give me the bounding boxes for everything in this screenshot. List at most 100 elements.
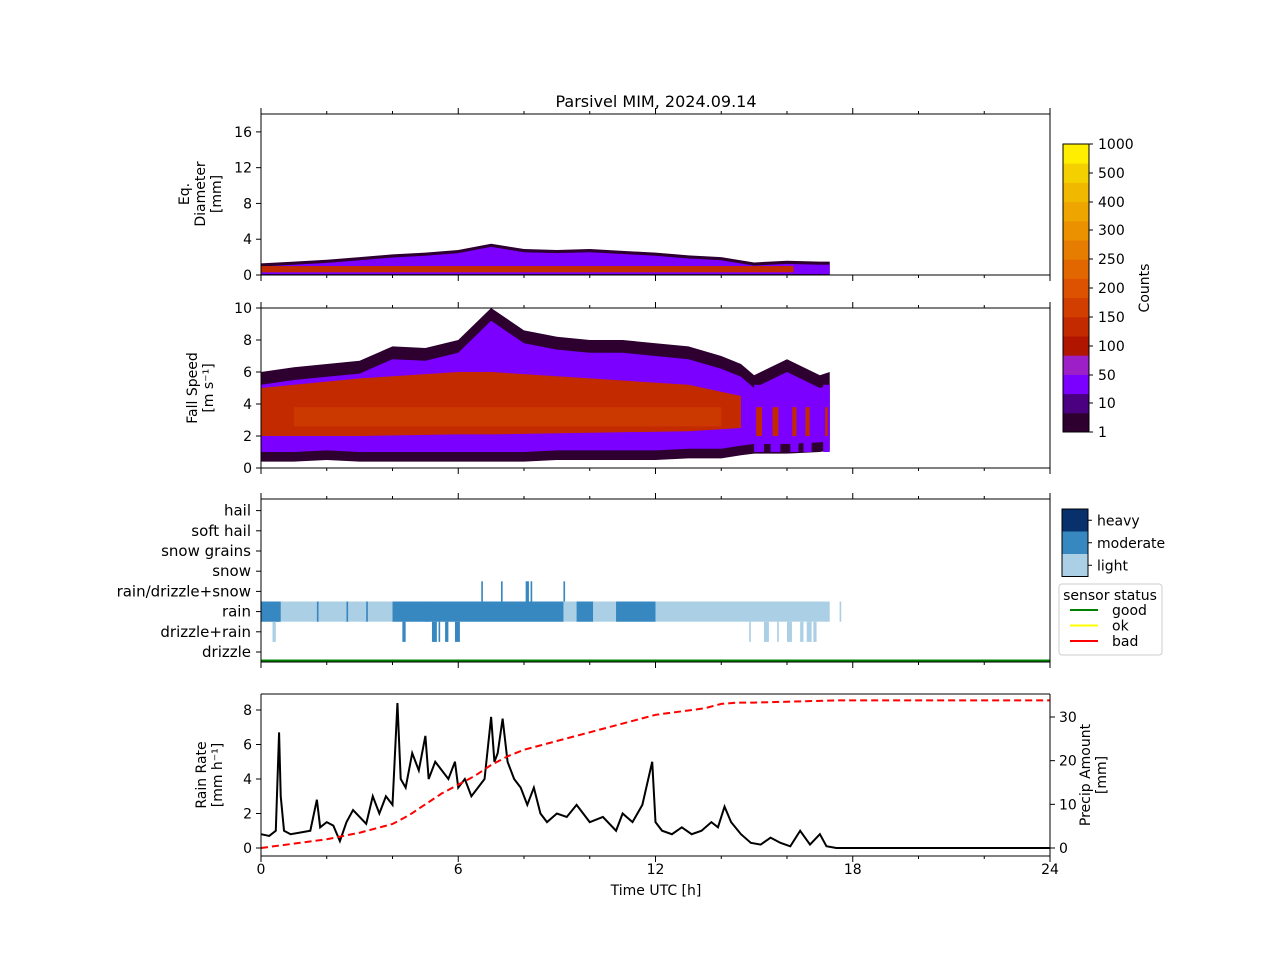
sensor-legend-title: sensor status xyxy=(1063,588,1157,604)
diameter-core xyxy=(261,266,794,273)
rain-rate-axis-label: [mm h⁻¹] xyxy=(210,743,226,808)
sensor-legend-label: bad xyxy=(1112,634,1138,650)
colorbar-segment xyxy=(1063,316,1089,337)
precip-amount-axis-label: Precip Amount xyxy=(1078,723,1094,826)
fall-speed-panel: 0 2 4 6 8 10 Fall Speed [m s⁻¹] xyxy=(185,301,1051,477)
x-axis-label: Time UTC [h] xyxy=(610,883,702,899)
precip-amount-line xyxy=(260,699,1050,849)
x-tick-label: 6 xyxy=(454,862,463,878)
y-tick-label: 16 xyxy=(234,125,252,141)
chart-title: Parsivel MIM, 2024.09.14 xyxy=(555,92,756,111)
colorbar-tick-label: 500 xyxy=(1098,166,1125,182)
speed-tail-core xyxy=(825,407,828,436)
colorbar-segment xyxy=(1063,240,1089,260)
y-tick-label: 4 xyxy=(243,397,252,413)
y-tick-label: 6 xyxy=(243,738,252,754)
colorbar-segment xyxy=(1063,201,1089,222)
intensity-swatch xyxy=(1062,554,1088,577)
rain-moderate-band xyxy=(576,601,594,622)
y-tick-label-right: 20 xyxy=(1059,754,1077,770)
y-tick-label: 12 xyxy=(234,161,252,177)
x-tick-label: 24 xyxy=(1041,862,1059,878)
x-tick-label: 0 xyxy=(257,862,266,878)
speed-tail-core xyxy=(756,407,762,436)
y-tick-label-right: 0 xyxy=(1059,841,1068,857)
y-tick-label: 0 xyxy=(243,841,252,857)
mixed-moderate-band xyxy=(500,581,503,602)
rain-rate-line xyxy=(260,703,1050,849)
category-label: rain xyxy=(222,603,251,621)
colorbar-segment xyxy=(1063,259,1089,279)
sensor-legend-label: good xyxy=(1112,603,1147,619)
y-tick-label-right: 30 xyxy=(1059,710,1077,726)
y-tick-label: 10 xyxy=(234,301,252,317)
diameter-axis-label: [mm] xyxy=(209,175,225,213)
y-tick-label: 8 xyxy=(243,703,252,719)
colorbar-segment xyxy=(1063,182,1089,203)
colorbar-tick-label: 250 xyxy=(1098,252,1125,268)
drizzle-rain-moderate-band xyxy=(445,621,449,642)
precip-amount-axis-label: [mm] xyxy=(1094,756,1110,794)
y-tick-label: 8 xyxy=(243,333,252,349)
colorbar-tick-label: 1 xyxy=(1098,425,1107,441)
rain-moderate-band xyxy=(316,601,319,622)
y-tick-label: 0 xyxy=(243,461,252,477)
colorbar-tick-label: 300 xyxy=(1098,223,1125,239)
intensity-frame xyxy=(1061,508,1089,577)
category-label: snow xyxy=(212,562,251,580)
speed-tail-core xyxy=(792,407,797,436)
drizzle-rain-moderate-band xyxy=(402,621,406,642)
intensity-label: moderate xyxy=(1097,536,1165,552)
precip-type-panel: drizzle drizzle+rain rain rain/drizzle+snow… xyxy=(117,493,1051,668)
intensity-legend: heavy moderate light xyxy=(1061,508,1165,577)
intensity-swatch xyxy=(1062,509,1088,532)
speed-core-hot xyxy=(293,407,722,427)
y-tick-label: 8 xyxy=(243,196,252,212)
rain-moderate-band xyxy=(275,601,280,622)
drizzle-rain-light-band xyxy=(749,621,751,642)
mixed-moderate-band xyxy=(481,581,483,602)
diameter-axis-label: Eq. xyxy=(177,183,193,205)
intensity-label: light xyxy=(1097,558,1129,574)
category-label: rain/drizzle+snow xyxy=(117,582,251,600)
rain-moderate-band xyxy=(392,601,564,622)
rain-moderate-band xyxy=(366,601,368,622)
colorbar-segment xyxy=(1063,374,1089,395)
colorbar-tick-label: 200 xyxy=(1098,281,1125,297)
y-tick-label: 6 xyxy=(243,365,252,381)
mixed-moderate-band xyxy=(530,581,533,602)
colorbar-segment xyxy=(1063,297,1089,318)
drizzle-rain-light-band xyxy=(763,621,769,642)
category-label: soft hail xyxy=(191,522,251,540)
x-tick-label: 18 xyxy=(844,862,862,878)
diameter-panel: 0 4 8 12 16 Eq. Diameter [mm] xyxy=(177,108,1051,284)
y-tick-label: 2 xyxy=(243,429,252,445)
speed-tail-core xyxy=(772,407,779,436)
drizzle-rain-moderate-band xyxy=(454,621,460,642)
colorbar-tick-label: 1000 xyxy=(1098,137,1134,153)
colorbar-segment xyxy=(1063,163,1089,183)
colorbar-tick-label: 10 xyxy=(1098,396,1116,412)
rain-rate-axis-label: Rain Rate xyxy=(194,741,210,808)
rain-moderate-band xyxy=(346,601,349,622)
category-label: hail xyxy=(224,502,251,520)
fall-speed-axis-label: [m s⁻¹] xyxy=(201,363,217,412)
y-tick-label: 0 xyxy=(243,268,252,284)
rain-light-band xyxy=(839,601,842,622)
category-label: drizzle+rain xyxy=(160,623,251,641)
colorbar-segment xyxy=(1063,278,1089,299)
colorbar-tick-label: 100 xyxy=(1098,339,1125,355)
drizzle-rain-light-band xyxy=(800,621,804,642)
y-tick-label-right: 10 xyxy=(1059,797,1077,813)
colorbar-tick-label: 50 xyxy=(1098,368,1116,384)
y-tick-label: 2 xyxy=(243,807,252,823)
x-tick-label: 12 xyxy=(647,862,665,878)
colorbar-segment xyxy=(1063,336,1089,356)
y-tick-label: 4 xyxy=(243,232,252,248)
sensor-legend-label: ok xyxy=(1112,619,1130,635)
colorbar-tick-label: 400 xyxy=(1098,195,1125,211)
drizzle-rain-light-band xyxy=(272,621,276,642)
